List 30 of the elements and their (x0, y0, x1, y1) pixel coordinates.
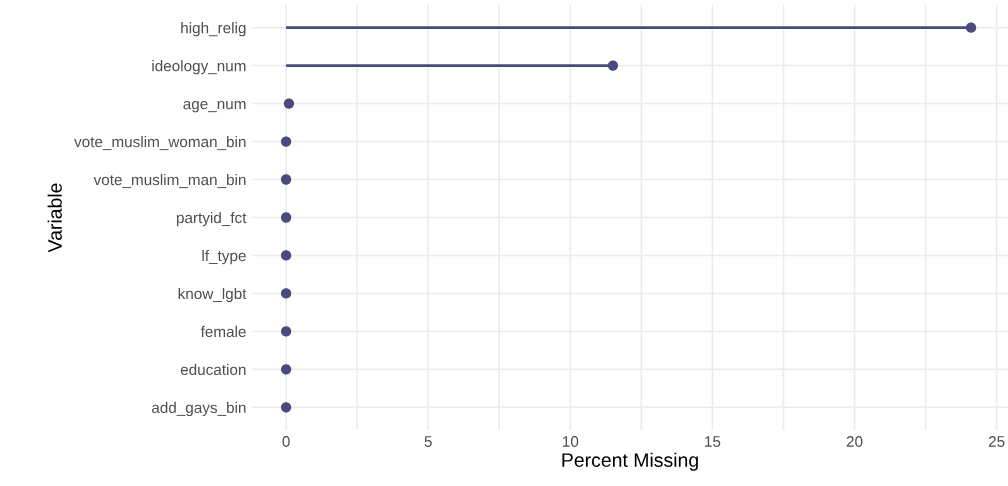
y-tick-label: add_gays_bin (151, 401, 246, 417)
point (607, 60, 619, 71)
y-tick-label: vote_muslim_man_bin (93, 173, 246, 189)
x-axis-title: Percent Missing (562, 452, 698, 471)
point (280, 326, 292, 337)
y-tick-label: know_lgbt (178, 287, 247, 303)
y-tick-label: high_relig (181, 22, 246, 37)
point (280, 250, 292, 261)
y-tick-label: age_num (183, 100, 246, 113)
x-tick-label: 20 (846, 436, 863, 447)
y-tick-label: vote_muslim_woman_bin (74, 136, 246, 151)
point (280, 174, 292, 185)
point (965, 22, 977, 33)
point (280, 402, 292, 413)
x-tick-label: 15 (705, 436, 721, 447)
point (283, 98, 295, 109)
point (280, 288, 292, 299)
x-tick-label: 5 (424, 436, 432, 447)
y-tick-label: partyid_fct (176, 211, 247, 227)
x-tick-label: 10 (562, 436, 579, 447)
x-tick-label: 25 (988, 436, 1005, 447)
point (280, 364, 292, 375)
y-tick-label: female (200, 325, 246, 338)
y-tick-label: lf_type (202, 249, 246, 265)
y-tick-label: ideology_num (152, 60, 246, 75)
y-tick-label: education (180, 363, 246, 376)
x-tick-label: 0 (282, 436, 290, 447)
point (280, 212, 292, 223)
y-axis-title: Variable (47, 183, 62, 253)
point (280, 136, 292, 147)
